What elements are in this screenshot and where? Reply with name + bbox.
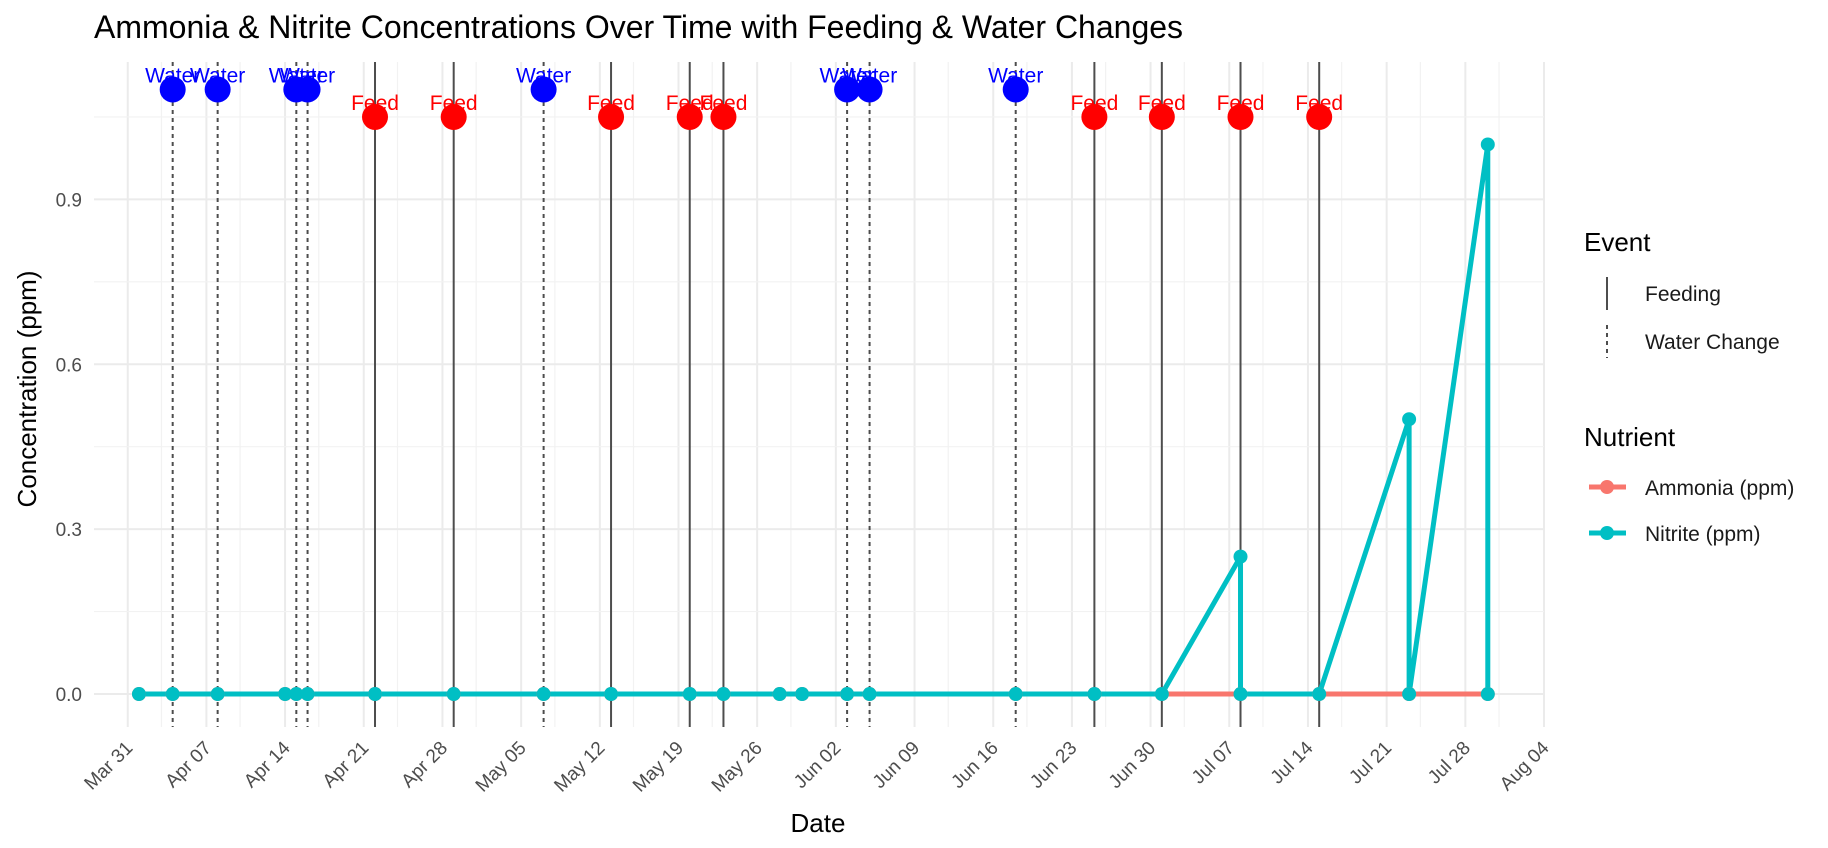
nitrite-data-point bbox=[536, 687, 551, 702]
feed-event-marker bbox=[598, 103, 625, 130]
nitrite-data-point bbox=[1008, 687, 1023, 702]
water-event-label: Water bbox=[145, 64, 200, 87]
y-axis-title: Concentration (ppm) bbox=[12, 271, 42, 508]
water-event-marker bbox=[530, 76, 557, 103]
nutrient-legend: Nutrient Ammonia (ppm) Nitrite (ppm) bbox=[1584, 422, 1794, 546]
legend-marker-nitrite bbox=[1600, 526, 1614, 540]
legend-marker-ammonia bbox=[1600, 480, 1614, 494]
nitrite-data-point bbox=[446, 687, 461, 702]
feed-event-marker bbox=[1306, 103, 1333, 130]
y-tick-label: 0.3 bbox=[56, 520, 82, 541]
feed-event-label: Feed bbox=[1070, 92, 1118, 115]
feed-event-marker bbox=[676, 103, 703, 130]
nutrient-legend-title: Nutrient bbox=[1584, 422, 1676, 452]
water-event-marker bbox=[204, 76, 231, 103]
water-event-marker bbox=[834, 76, 861, 103]
feed-event-label: Feed bbox=[1138, 92, 1186, 115]
nitrite-data-point bbox=[1233, 549, 1248, 564]
y-axis-ticks: 0.0 0.3 0.6 0.9 bbox=[56, 190, 82, 706]
water-event-label: Water bbox=[842, 64, 897, 87]
y-tick-label: 0.0 bbox=[56, 685, 82, 706]
nitrite-data-point bbox=[1402, 687, 1417, 702]
nitrite-data-point bbox=[1154, 687, 1169, 702]
series-layer bbox=[131, 137, 1495, 702]
feed-event-label: Feed bbox=[430, 92, 478, 115]
legend-label-water-change: Water Change bbox=[1645, 331, 1780, 354]
feed-event-marker bbox=[440, 103, 467, 130]
nitrite-data-point bbox=[682, 687, 697, 702]
nitrite-data-point bbox=[1087, 687, 1102, 702]
y-tick-label: 0.9 bbox=[56, 190, 82, 211]
feed-event-marker bbox=[710, 103, 737, 130]
water-event-marker bbox=[294, 76, 321, 103]
nitrite-data-point bbox=[368, 687, 383, 702]
water-event-marker bbox=[159, 76, 186, 103]
event-lines bbox=[171, 62, 1321, 727]
nitrite-data-point bbox=[840, 687, 855, 702]
y-tick-label: 0.6 bbox=[56, 355, 82, 376]
nitrite-data-point bbox=[862, 687, 877, 702]
water-event-label: Water bbox=[190, 64, 245, 87]
feed-event-label: Feed bbox=[1295, 92, 1343, 115]
nitrite-data-point bbox=[165, 687, 180, 702]
feed-event-label: Feed bbox=[587, 92, 635, 115]
water-event-marker bbox=[856, 76, 883, 103]
feed-event-marker bbox=[1148, 103, 1175, 130]
nitrite-data-point bbox=[278, 687, 293, 702]
feed-event-marker bbox=[362, 103, 389, 130]
water-event-label: Water bbox=[280, 64, 335, 87]
nitrite-data-point bbox=[1233, 687, 1248, 702]
nitrite-data-point bbox=[1480, 687, 1495, 702]
feed-event-marker bbox=[1081, 103, 1108, 130]
legend-label-nitrite: Nitrite (ppm) bbox=[1645, 523, 1761, 546]
water-event-label: Water bbox=[988, 64, 1043, 87]
feed-event-marker bbox=[1227, 103, 1254, 130]
event-legend-title: Event bbox=[1584, 227, 1651, 257]
legend-label-ammonia: Ammonia (ppm) bbox=[1645, 477, 1794, 500]
water-event-marker bbox=[1002, 76, 1029, 103]
water-event-label: Water bbox=[516, 64, 571, 87]
chart-title: Ammonia & Nitrite Concentrations Over Ti… bbox=[94, 9, 1183, 45]
nitrite-data-point bbox=[289, 687, 304, 702]
nitrite-data-point bbox=[716, 687, 731, 702]
nitrite-data-point bbox=[1480, 137, 1495, 152]
event-legend: Event Feeding Water Change bbox=[1584, 227, 1780, 358]
legend-label-feeding: Feeding bbox=[1645, 283, 1721, 306]
feed-event-label: Feed bbox=[351, 92, 399, 115]
nitrite-data-point bbox=[131, 687, 146, 702]
nitrite-data-point bbox=[795, 687, 810, 702]
nitrite-data-point bbox=[300, 687, 315, 702]
nitrite-data-point bbox=[1312, 687, 1327, 702]
feed-event-label: Feed bbox=[700, 92, 748, 115]
nitrite-data-point bbox=[772, 687, 787, 702]
nitrite-data-point bbox=[604, 687, 619, 702]
nitrite-data-point bbox=[1402, 412, 1417, 427]
nitrite-data-point bbox=[210, 687, 225, 702]
feed-event-label: Feed bbox=[1217, 92, 1265, 115]
x-axis-title: Date bbox=[791, 808, 846, 838]
feed-event-label: Feed bbox=[666, 92, 714, 115]
